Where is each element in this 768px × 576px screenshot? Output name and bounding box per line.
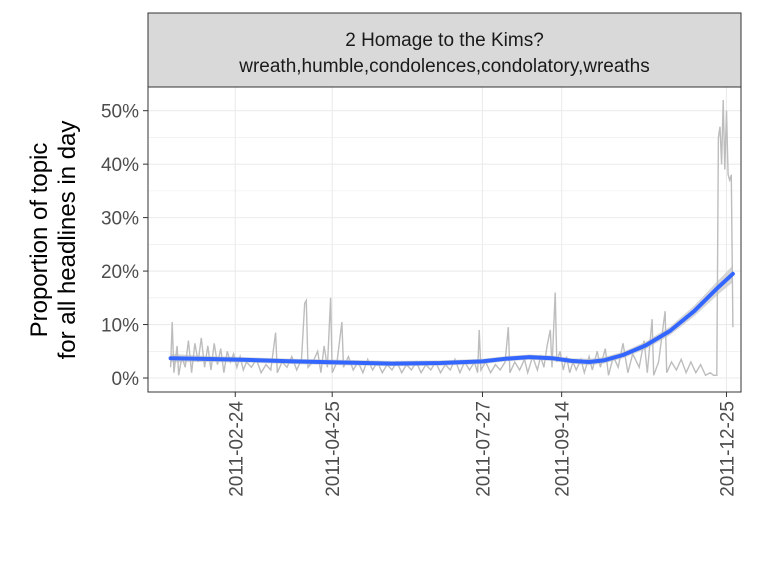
strip-background (147, 12, 742, 88)
y-tick-label: 0% (112, 369, 140, 390)
smooth-series-line (168, 271, 735, 366)
y-axis-title-line2: for all headlines in day (54, 121, 81, 360)
x-tick-label: 2011-09-14 (553, 401, 574, 497)
plot-panel (148, 87, 741, 392)
y-tick-label: 20% (101, 262, 139, 283)
y-tick-label: 40% (101, 155, 139, 176)
raw-series (169, 99, 734, 377)
x-axis: 2011-02-24 2011-04-25 2011-07-27 2011-09-14… (226, 392, 739, 497)
x-tick-label: 2011-12-25 (718, 401, 739, 497)
x-tick-label: 2011-07-27 (474, 401, 495, 497)
y-tick-label: 30% (101, 209, 139, 230)
x-tick-label: 2011-02-24 (226, 401, 247, 497)
smooth-series (168, 271, 735, 366)
y-axis: 0% 10% 20% 30% 40% 50% (101, 102, 148, 390)
chart-title: 2 Homage to the Kims? (345, 30, 544, 51)
x-tick-label: 2011-04-25 (323, 401, 344, 497)
plot-border (147, 86, 742, 393)
raw-series-line (169, 99, 734, 377)
y-tick-label: 10% (101, 316, 139, 337)
y-axis-title-line1: Proportion of topic (26, 143, 53, 338)
y-tick-label: 50% (101, 102, 139, 123)
chart-subtitle: wreath,humble,condolences,condolatory,wr… (238, 56, 650, 77)
